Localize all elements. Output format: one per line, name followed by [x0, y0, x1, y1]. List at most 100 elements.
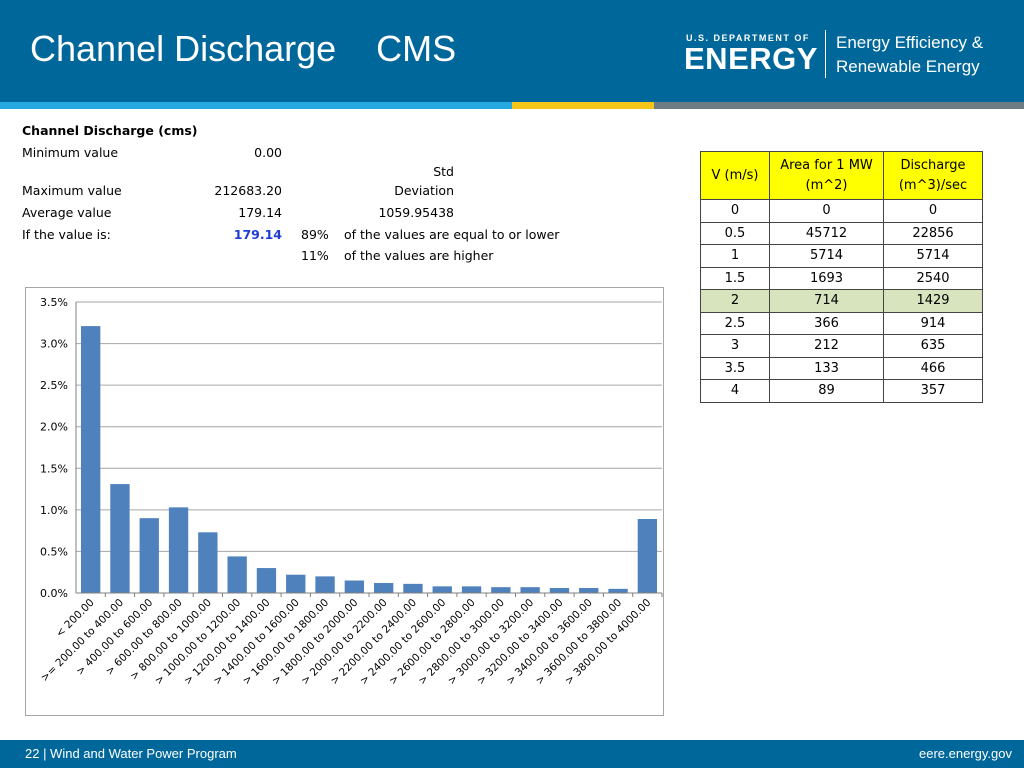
- bar: [168, 507, 189, 593]
- table-cell: 89: [769, 379, 884, 403]
- accent-stripe-blue: [0, 102, 512, 109]
- header-cell-area: Area for 1 MW (m^2): [769, 151, 884, 200]
- table-row: 0.5 45712 22856: [700, 221, 983, 245]
- bar: [491, 587, 511, 593]
- min-label: Minimum value: [22, 145, 119, 160]
- std-label-line2: Deviation: [394, 183, 454, 198]
- header-cell-discharge: Discharge (m^3)/sec: [883, 151, 983, 200]
- std-value: 1059.95438: [378, 205, 454, 220]
- bar: [139, 518, 159, 593]
- doe-energy-logo: ENERGY: [684, 41, 818, 76]
- table-cell: 3.5: [700, 356, 770, 380]
- table-cell: 133: [769, 356, 884, 380]
- table-cell: 0.5: [700, 221, 770, 245]
- bar: [637, 519, 658, 593]
- bar: [344, 580, 365, 593]
- bar: [373, 583, 394, 593]
- footer-url[interactable]: eere.energy.gov: [919, 746, 1012, 761]
- table-cell: 2540: [883, 266, 983, 290]
- discharge-histogram-chart: 0.0% 0.5% 1.0% 1.5% 2.0% 2.5% 3.0% 3.5% < 200.00…: [25, 287, 664, 716]
- avg-value: 179.14: [238, 205, 282, 220]
- table-cell: 45712: [769, 221, 884, 245]
- bar: [198, 532, 218, 593]
- eere-line-2: Renewable Energy: [836, 57, 980, 76]
- table-cell: 0: [700, 199, 770, 223]
- table-cell: 1429: [883, 289, 983, 313]
- pct-higher: 11%: [301, 248, 329, 263]
- y-tick-label: 1.0%: [40, 504, 68, 517]
- bar: [286, 574, 306, 593]
- slide-title: Channel Discharge CMS: [30, 28, 457, 69]
- min-value: 0.00: [254, 145, 282, 160]
- y-tick-label: 3.5%: [40, 296, 68, 309]
- doe-department-label: U.S. DEPARTMENT OF: [686, 33, 810, 43]
- max-value: 212683.20: [214, 183, 282, 198]
- logo-divider: [825, 30, 826, 78]
- table-row: 3 212 635: [700, 334, 983, 358]
- std-label-line1: Std: [433, 164, 454, 179]
- table-cell: 2.5: [700, 311, 770, 335]
- table-cell: 1: [700, 244, 770, 268]
- table-cell: 22856: [883, 221, 983, 245]
- table-cell: 714: [769, 289, 884, 313]
- table-cell: 3: [700, 334, 770, 358]
- max-label: Maximum value: [22, 183, 122, 198]
- table-row: 2.5 366 914: [700, 311, 983, 335]
- header-bar: Channel Discharge CMS U.S. DEPARTMENT OF…: [0, 0, 1024, 102]
- bar: [227, 556, 247, 593]
- table-cell: 5714: [883, 244, 983, 268]
- bar: [461, 586, 482, 593]
- table-cell: 366: [769, 311, 884, 335]
- table-row: 2 714 1429: [700, 289, 983, 313]
- table-cell: 0: [769, 199, 884, 223]
- pct-higher-text: of the values are higher: [344, 248, 494, 263]
- table-row: 3.5 133 466: [700, 356, 983, 380]
- bar: [80, 326, 101, 593]
- y-tick-label: 3.0%: [40, 338, 68, 351]
- y-tick-label: 0.0%: [40, 587, 68, 600]
- table-cell: 635: [883, 334, 983, 358]
- table-body: 0 0 0 0.5 45712 22856 1 5714 5714 1.5 1693 2540 2 714…: [700, 199, 983, 403]
- bar: [549, 588, 570, 593]
- table-row: 1.5 1693 2540: [700, 266, 983, 290]
- bar: [579, 588, 599, 593]
- if-value[interactable]: 179.14: [233, 227, 282, 242]
- pct-lower-text: of the values are equal to or lower: [344, 227, 560, 242]
- bar: [432, 586, 452, 593]
- bar: [315, 576, 335, 593]
- histogram-svg: 0.0%0.5%1.0%1.5%2.0%2.5%3.0%3.5%< 200.00…: [39, 296, 663, 687]
- table-cell: 4: [700, 379, 770, 403]
- eere-line-1: Energy Efficiency &: [836, 33, 984, 52]
- accent-stripe-yellow: [512, 102, 654, 109]
- table-row: 4 89 357: [700, 379, 983, 403]
- table-cell: 357: [883, 379, 983, 403]
- table-row: 1 5714 5714: [700, 244, 983, 268]
- y-tick-label: 1.5%: [40, 462, 68, 475]
- table-cell: 466: [883, 356, 983, 380]
- table-cell: 1.5: [700, 266, 770, 290]
- stats-heading: Channel Discharge (cms): [22, 123, 198, 138]
- table-cell: 5714: [769, 244, 884, 268]
- accent-stripe-gray: [654, 102, 1024, 109]
- table-cell: 1693: [769, 266, 884, 290]
- bar: [520, 587, 540, 593]
- pct-lower: 89%: [301, 227, 329, 242]
- table-header-row: V (m/s) Area for 1 MW (m^2) Discharge (m^3…: [700, 151, 983, 200]
- y-tick-label: 2.0%: [40, 421, 68, 434]
- footer-bar: 22 | Wind and Water Power Program eere.e…: [0, 740, 1024, 768]
- avg-label: Average value: [22, 205, 112, 220]
- bar: [403, 583, 423, 593]
- footer-page-label: 22 | Wind and Water Power Program: [25, 746, 237, 761]
- y-tick-label: 2.5%: [40, 379, 68, 392]
- table-cell: 0: [883, 199, 983, 223]
- if-label: If the value is:: [22, 227, 111, 242]
- velocity-area-table: V (m/s) Area for 1 MW (m^2) Discharge (m^3…: [700, 151, 983, 403]
- bar: [608, 588, 628, 593]
- y-tick-label: 0.5%: [40, 545, 68, 558]
- bar: [256, 568, 277, 593]
- table-cell: 212: [769, 334, 884, 358]
- table-cell: 2: [700, 289, 770, 313]
- table-cell: 914: [883, 311, 983, 335]
- bar: [110, 484, 130, 593]
